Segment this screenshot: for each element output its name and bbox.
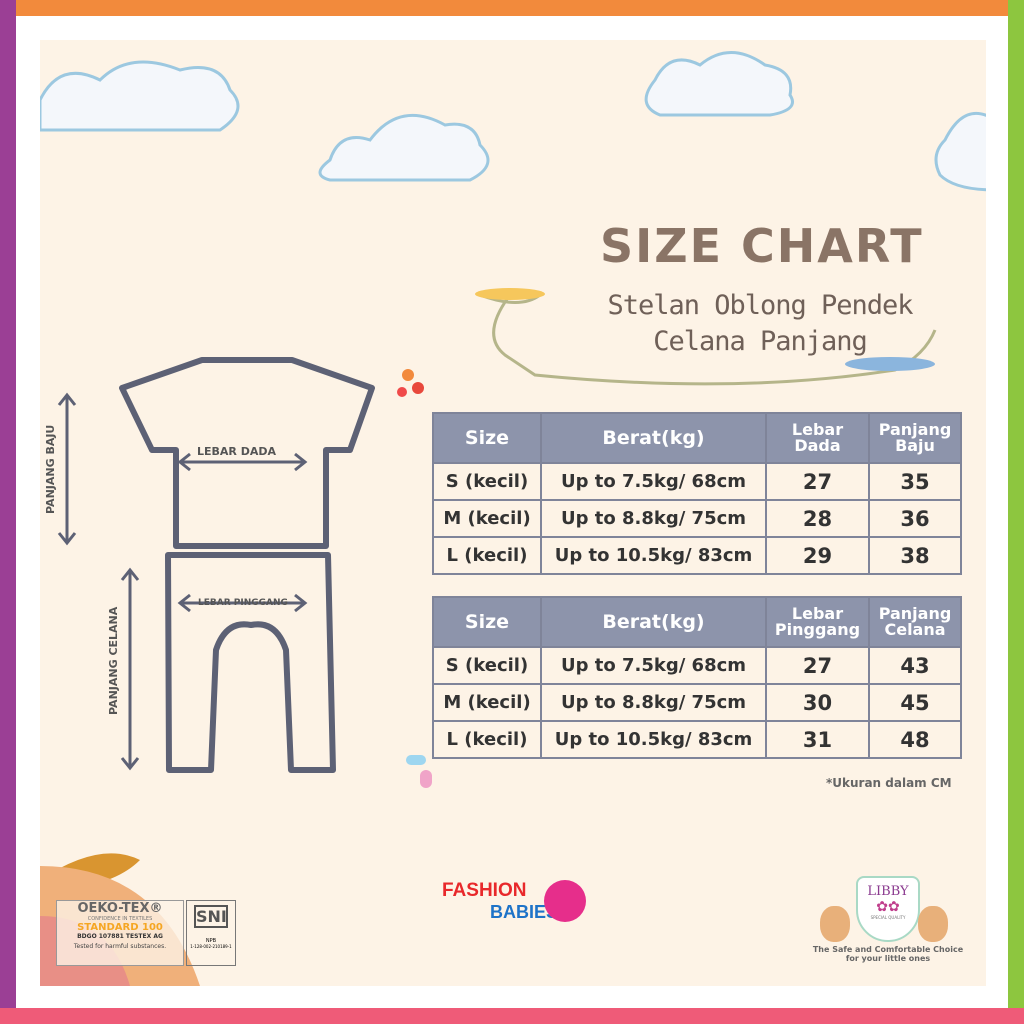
bear-icon [918,906,948,942]
col-weight: Berat(kg) [540,412,767,464]
cell: M (kecil) [432,499,542,538]
cell: L (kecil) [432,536,542,575]
col-size: Size [432,412,542,464]
cell: Up to 10.5kg/ 83cm [540,720,767,759]
oeko-name: OEKO-TEX® [77,901,163,916]
cell: S (kecil) [432,646,542,685]
cell: 29 [765,536,870,575]
cell: 27 [765,646,870,685]
libby-tagline-2: for your little ones [845,954,931,963]
label-pants-length: PANJANG CELANA [107,606,120,715]
table-header: Size Berat(kg) Lebar Pinggang Panjang Ce… [432,596,962,648]
col-length: Panjang Celana [868,596,962,648]
table-header: Size Berat(kg) Lebar Dada Panjang Baju [432,412,962,464]
table-row: M (kecil) Up to 8.8kg/ 75cm 30 45 [432,683,962,722]
bunny-icon [544,880,586,922]
frame-left [0,0,16,1024]
cell: Up to 7.5kg/ 68cm [540,646,767,685]
brand-line1: FASHION [442,880,527,901]
cell: 48 [868,720,962,759]
table-row: S (kecil) Up to 7.5kg/ 68cm 27 35 [432,462,962,501]
cell: 36 [868,499,962,538]
libby-shield: LIBBY ✿✿ SPECIAL QUALITY [856,876,920,942]
table-row: M (kecil) Up to 8.8kg/ 75cm 28 36 [432,499,962,538]
cell: 30 [765,683,870,722]
frame-right [1008,0,1024,1024]
label-waist: LEBAR PINGGANG [198,598,288,608]
oeko-tested: Tested for harmful substances. [73,943,167,950]
cell: Up to 7.5kg/ 68cm [540,462,767,501]
col-chest: Lebar Dada [765,412,870,464]
cell: M (kecil) [432,683,542,722]
flower-icon: ✿✿ [876,899,900,915]
cell: Up to 8.8kg/ 75cm [540,499,767,538]
cell: 31 [765,720,870,759]
frame-top [0,0,1024,16]
unit-note: *Ukuran dalam CM [826,776,952,790]
sni-number: 1-128-002-210189-1 [190,944,232,949]
label-chest: LEBAR DADA [197,445,277,458]
col-weight: Berat(kg) [540,596,767,648]
cell: 38 [868,536,962,575]
table-row: L (kecil) Up to 10.5kg/ 83cm 29 38 [432,536,962,575]
cell: Up to 10.5kg/ 83cm [540,536,767,575]
label-shirt-length: PANJANG BAJU [44,424,57,514]
shirt-size-table: Size Berat(kg) Lebar Dada Panjang Baju S… [432,412,962,575]
bear-icon [820,906,850,942]
subtitle-1: Stelan Oblong Pendek [607,290,913,321]
cell: 28 [765,499,870,538]
frame-bottom [0,1008,1024,1024]
oeko-standard: STANDARD 100 [77,922,163,933]
table-row: S (kecil) Up to 7.5kg/ 68cm 27 43 [432,646,962,685]
col-waist: Lebar Pinggang [765,596,870,648]
cell: S (kecil) [432,462,542,501]
sni-mark: SNI [194,905,228,928]
pants-size-table: Size Berat(kg) Lebar Pinggang Panjang Ce… [432,596,962,759]
libby-name: LIBBY [867,884,909,899]
sni-npb: NPB [205,938,217,944]
libby-tagline-1: The Safe and Comfortable Choice [812,945,964,954]
subtitle-2: Celana Panjang [653,326,868,357]
cell: 35 [868,462,962,501]
cell: L (kecil) [432,720,542,759]
brand-line2: BABIES [490,902,559,922]
fashion-babies-logo: FASHION BABIES [442,880,592,930]
col-length: Panjang Baju [868,412,962,464]
cell: 45 [868,683,962,722]
cell: 43 [868,646,962,685]
libby-quality: SPECIAL QUALITY [870,915,906,920]
oeko-code: BDGO 107881 TESTEX AG [77,933,163,940]
title: SIZE CHART [600,219,924,273]
cell: 27 [765,462,870,501]
oeko-tex-label: OEKO-TEX® CONFIDENCE IN TEXTILES STANDAR… [56,900,184,966]
oeko-tag: CONFIDENCE IN TEXTILES [87,916,153,922]
cell: Up to 8.8kg/ 75cm [540,683,767,722]
table-row: L (kecil) Up to 10.5kg/ 83cm 31 48 [432,720,962,759]
sni-label: SNI NPB 1-128-002-210189-1 [186,900,236,966]
col-size: Size [432,596,542,648]
libby-logo: LIBBY ✿✿ SPECIAL QUALITY The Safe and Co… [813,876,963,966]
